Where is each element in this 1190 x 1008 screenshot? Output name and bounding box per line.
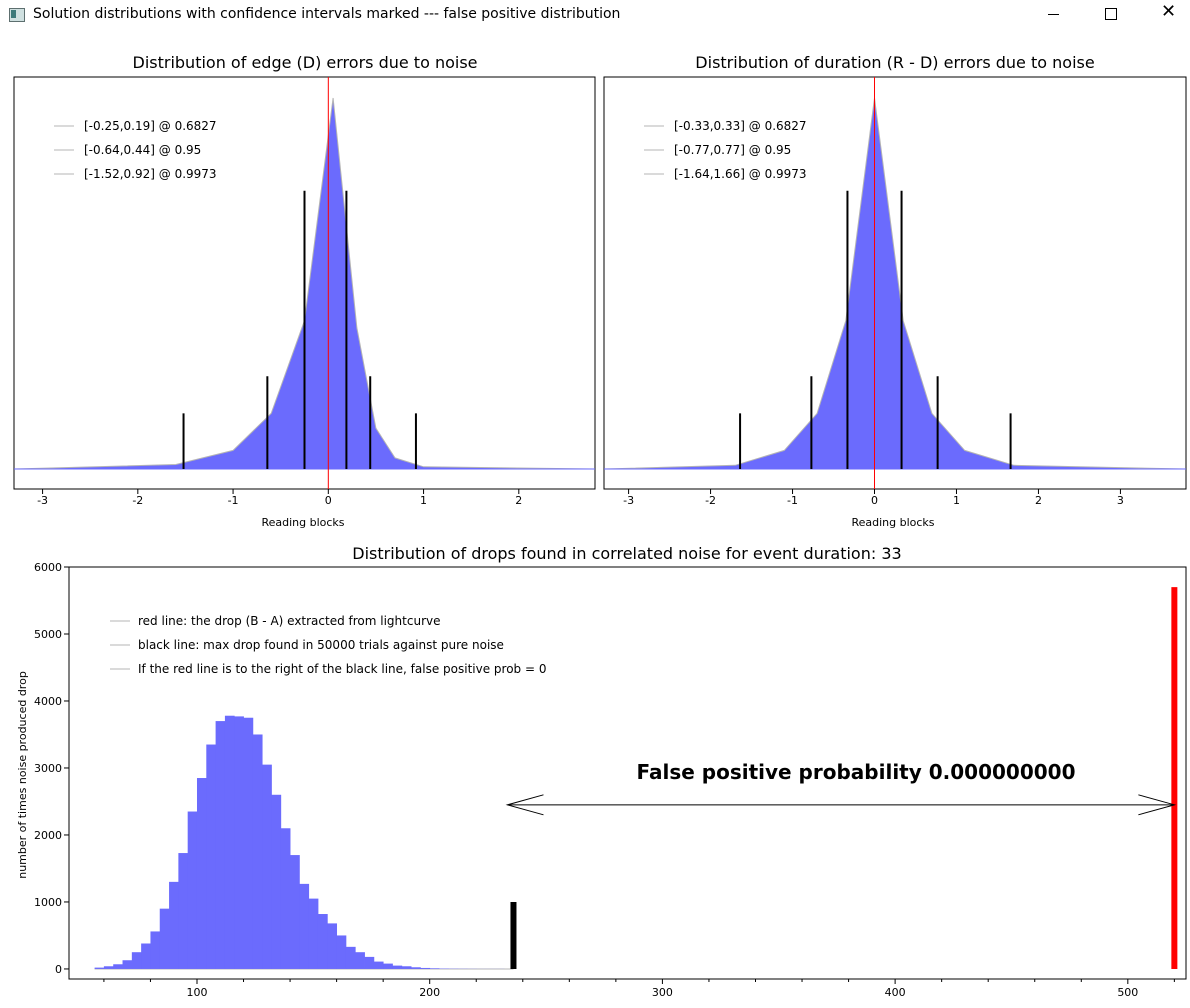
x-tick-label: -3 [37, 494, 48, 507]
minimize-button[interactable] [1024, 0, 1082, 30]
x-tick-label: 3 [1117, 494, 1124, 507]
histogram-bar [401, 966, 412, 969]
histogram-bar [429, 968, 440, 969]
x-axis-label: Reading blocks [851, 516, 934, 529]
histogram-bar [234, 716, 244, 969]
y-tick-label: 5000 [34, 628, 62, 641]
histogram-bar [150, 931, 161, 969]
histogram-bar [355, 952, 365, 969]
x-tick-label: 2 [515, 494, 522, 507]
histogram-bar [196, 778, 207, 969]
x-tick-label: 500 [1117, 986, 1138, 999]
y-tick-label: 1000 [34, 896, 62, 909]
y-tick-label: 6000 [34, 561, 62, 574]
y-tick-label: 0 [55, 963, 62, 976]
histogram-bar [187, 811, 198, 969]
x-tick-label: -1 [228, 494, 239, 507]
histogram-bar [317, 914, 328, 969]
minimize-icon [1048, 14, 1059, 15]
histogram-bar [178, 853, 189, 969]
histogram-bar [411, 967, 421, 969]
x-tick-label: 1 [420, 494, 427, 507]
x-tick-label: -2 [132, 494, 143, 507]
histogram-bar [290, 855, 300, 969]
histogram-bar [103, 966, 114, 969]
legend-label: black line: max drop found in 50000 tria… [138, 638, 504, 652]
histogram-bar [215, 721, 226, 969]
drops-distribution-chart: Distribution of drops found in correlate… [16, 544, 1187, 999]
arrow-head-left [505, 794, 544, 816]
histogram-bar [131, 952, 142, 969]
y-tick-label: 4000 [34, 695, 62, 708]
x-tick-label: 2 [1035, 494, 1042, 507]
histogram-bar [308, 898, 319, 969]
x-axis-label: Reading blocks [261, 516, 344, 529]
histogram-bar [94, 967, 105, 969]
histogram-bar [141, 943, 151, 969]
x-tick-label: 100 [186, 986, 207, 999]
histogram-bar [280, 828, 291, 969]
histogram-bar [224, 715, 235, 969]
y-tick-label: 3000 [34, 762, 62, 775]
histogram-bar [392, 965, 403, 969]
chart-title: Distribution of drops found in correlate… [352, 544, 901, 563]
legend-label: [-0.64,0.44] @ 0.95 [84, 143, 201, 157]
chart-title: Distribution of duration (R - D) errors … [695, 53, 1094, 72]
legend-label: If the red line is to the right of the b… [138, 662, 546, 676]
x-tick-label: -1 [787, 494, 798, 507]
histogram-bar [206, 744, 217, 969]
legend-label: [-1.52,0.92] @ 0.9973 [84, 167, 217, 181]
window-title: Solution distributions with confidence i… [33, 6, 621, 22]
maximize-icon [1105, 8, 1117, 20]
histogram-bar [420, 967, 431, 969]
histogram-bar [373, 961, 384, 969]
x-tick-label: 1 [953, 494, 960, 507]
histogram-bar [364, 956, 375, 969]
close-icon: ✕ [1161, 1, 1177, 22]
edge-error-chart: Distribution of edge (D) errors due to n… [13, 53, 596, 529]
charts-canvas: Distribution of edge (D) errors due to n… [13, 53, 1187, 999]
x-tick-label: 0 [325, 494, 332, 507]
arrow-head-right [1138, 794, 1177, 816]
histogram-bar [336, 935, 347, 969]
histogram-bar [113, 964, 123, 969]
x-tick-label: 0 [871, 494, 878, 507]
density-fill [603, 97, 1187, 470]
histogram-bar [383, 963, 393, 969]
maximize-button[interactable] [1082, 0, 1140, 30]
duration-error-chart: Distribution of duration (R - D) errors … [603, 53, 1187, 529]
legend-label: red line: the drop (B - A) extracted fro… [138, 614, 440, 628]
legend-label: [-1.64,1.66] @ 0.9973 [674, 167, 807, 181]
legend-label: [-0.77,0.77] @ 0.95 [674, 143, 791, 157]
false-positive-annotation: False positive probability 0.000000000 [636, 760, 1075, 784]
x-tick-label: 200 [419, 986, 440, 999]
histogram-bar [159, 908, 170, 969]
histogram-bar [262, 764, 272, 969]
histogram-bar [299, 883, 310, 969]
x-tick-label: 400 [885, 986, 906, 999]
y-tick-label: 2000 [34, 829, 62, 842]
legend-label: [-0.25,0.19] @ 0.6827 [84, 119, 217, 133]
histogram-bar [169, 881, 179, 969]
x-tick-label: -3 [623, 494, 634, 507]
y-axis-label: number of times noise produced drop [16, 671, 29, 879]
close-button[interactable]: ✕ [1140, 0, 1190, 30]
chart-title: Distribution of edge (D) errors due to n… [133, 53, 478, 72]
x-tick-label: -2 [705, 494, 716, 507]
histogram-bar [271, 794, 282, 969]
histogram-bar [122, 960, 133, 969]
app-icon [9, 8, 25, 22]
x-tick-label: 300 [652, 986, 673, 999]
histogram-bar [327, 923, 338, 969]
window-titlebar: Solution distributions with confidence i… [0, 0, 1190, 30]
histogram-bar [252, 734, 263, 969]
histogram-bar [243, 717, 254, 969]
histogram-bar [345, 946, 356, 969]
legend-label: [-0.33,0.33] @ 0.6827 [674, 119, 807, 133]
